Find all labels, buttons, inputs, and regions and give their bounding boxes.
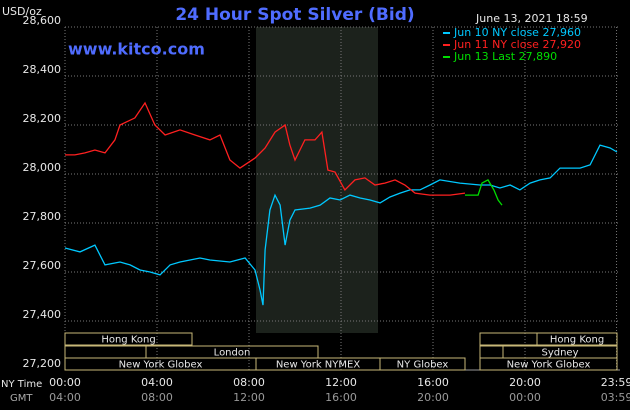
x-tick-label: 00:00 xyxy=(49,376,81,389)
session-label: New York Globex xyxy=(507,360,591,371)
timestamp: June 13, 2021 18:59 xyxy=(475,12,588,25)
session-label: New York Globex xyxy=(119,360,203,371)
session-box xyxy=(479,345,504,359)
x2-tick-label: 04:00 xyxy=(49,391,81,404)
x2-axis-label: GMT xyxy=(10,393,33,404)
session-box xyxy=(479,357,618,371)
x-tick-label: 04:00 xyxy=(141,376,173,389)
price-line xyxy=(65,101,466,196)
legend-label: Jun 10 NY close 27,960 xyxy=(453,26,581,39)
session-box xyxy=(64,332,193,346)
x2-tick-label: 16:00 xyxy=(325,391,357,404)
chart-title: 24 Hour Spot Silver (Bid) xyxy=(175,5,414,25)
nymex-shade xyxy=(256,27,378,333)
x-tick-label: 12:00 xyxy=(325,376,357,389)
y-tick-label: 28,400 xyxy=(23,63,62,76)
session-label: Hong Kong xyxy=(550,335,604,346)
x-axis-label: NY Time xyxy=(1,379,42,390)
y-tick-label: 28,200 xyxy=(23,112,62,125)
plot-layer: 27,200 27,400 27,600 27,800 28,000 28,200 28,4… xyxy=(23,14,630,404)
y-tick-label: 27,800 xyxy=(23,210,62,223)
y-tick-label: 28,600 xyxy=(23,14,62,27)
session-label: New York NYMEX xyxy=(276,360,361,371)
x-tick-label: 23:59 xyxy=(601,376,630,389)
session-label: NY Globex xyxy=(397,360,449,371)
session-box xyxy=(479,332,538,346)
legend-label: Jun 13 Last 27,890 xyxy=(453,50,557,63)
x2-tick-label: 20:00 xyxy=(417,391,449,404)
x2-tick-label: 12:00 xyxy=(233,391,265,404)
x-tick-label: 08:00 xyxy=(233,376,265,389)
session-box xyxy=(64,345,147,359)
y-tick-label: 27,400 xyxy=(23,308,62,321)
site-url: www.kitco.com xyxy=(68,40,205,59)
x2-tick-label: 03:59 xyxy=(601,391,630,404)
session-box xyxy=(536,332,618,346)
legend-label: Jun 11 NY close 27,920 xyxy=(453,38,581,51)
x-tick-label: 20:00 xyxy=(509,376,541,389)
y-axis-label: USD/oz xyxy=(2,5,42,18)
session-label: London xyxy=(214,348,251,359)
session-box xyxy=(379,357,466,371)
y-tick-label: 27,600 xyxy=(23,259,62,272)
price-line xyxy=(465,179,503,206)
session-label: Sydney xyxy=(541,348,578,359)
y-tick-label: 27,200 xyxy=(23,357,62,370)
price-line xyxy=(64,144,618,306)
x2-tick-label: 08:00 xyxy=(141,391,173,404)
x-tick-label: 16:00 xyxy=(417,376,449,389)
x2-tick-label: 00:00 xyxy=(509,391,541,404)
y-tick-label: 28,000 xyxy=(23,161,62,174)
session-label: Hong Kong xyxy=(101,335,155,346)
